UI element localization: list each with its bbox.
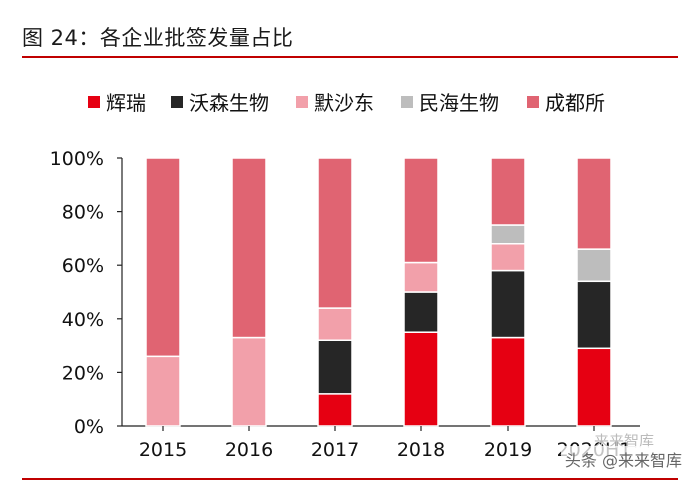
bar-segment-2018-1 <box>403 331 439 427</box>
x-tick-label-2015: 2015 <box>139 439 187 461</box>
bar-segment-2020H1-4 <box>576 248 612 283</box>
legend-swatch-2 <box>171 96 183 108</box>
bar-segment-2015-3 <box>145 355 181 427</box>
x-tick-labels: 201520162017201820192020H1 <box>139 426 631 461</box>
x-tick-label-2018: 2018 <box>397 439 445 461</box>
bar-segment-2016-5 <box>231 157 267 339</box>
bar-segment-2020H1-2 <box>576 280 612 350</box>
legend-label-1: 辉瑞 <box>106 91 146 115</box>
bar-segment-2019-4 <box>490 224 526 245</box>
bar-segment-2018-5 <box>403 157 439 264</box>
bar-segment-2017-2 <box>317 339 353 395</box>
legend-swatch-4 <box>401 96 413 108</box>
y-tick-label: 20% <box>62 362 104 384</box>
bar-segment-2017-3 <box>317 307 353 341</box>
x-tick-label-2019: 2019 <box>484 439 532 461</box>
legend-swatch-3 <box>296 96 308 108</box>
legend-swatch-1 <box>88 96 100 108</box>
y-tick-label: 80% <box>62 202 104 224</box>
legend-label-5: 成都所 <box>545 91 605 115</box>
bar-segment-2020H1-1 <box>576 347 612 427</box>
legend: 辉瑞 沃森生物 默沙东 民海生物 成都所 <box>88 91 605 115</box>
x-tick-label-2016: 2016 <box>225 439 273 461</box>
watermark-faint: 来来智库 <box>593 432 654 450</box>
bar-segment-2019-1 <box>490 336 526 427</box>
bar-segment-2015-5 <box>145 157 181 358</box>
title-rule <box>22 56 678 58</box>
y-tick-label: 0% <box>74 416 104 438</box>
axes: 0% 20% 40% 60% 80% 100% <box>50 148 640 438</box>
bars <box>145 157 612 427</box>
x-tick-label-2017: 2017 <box>311 439 359 461</box>
bar-segment-2019-5 <box>490 157 526 226</box>
legend-label-3: 默沙东 <box>314 91 374 115</box>
bar-segment-2017-5 <box>317 157 353 309</box>
figure-title: 图 24：各企业批签发量占比 <box>22 26 294 50</box>
bar-segment-2016-3 <box>231 336 267 427</box>
watermark: 头条 @来来智库 <box>560 446 686 472</box>
y-tick-label: 60% <box>62 255 104 277</box>
bar-segment-2020H1-5 <box>576 157 612 250</box>
legend-swatch-5 <box>527 96 539 108</box>
bottom-rule <box>22 478 678 480</box>
y-tick-label: 100% <box>50 148 104 170</box>
bar-segment-2019-3 <box>490 243 526 272</box>
legend-label-4: 民海生物 <box>419 91 499 115</box>
bar-segment-2019-2 <box>490 269 526 339</box>
bar-segment-2018-2 <box>403 291 439 333</box>
legend-label-2: 沃森生物 <box>189 91 269 115</box>
y-tick-label: 40% <box>62 309 104 331</box>
bar-segment-2018-3 <box>403 261 439 293</box>
bar-segment-2017-1 <box>317 393 353 427</box>
